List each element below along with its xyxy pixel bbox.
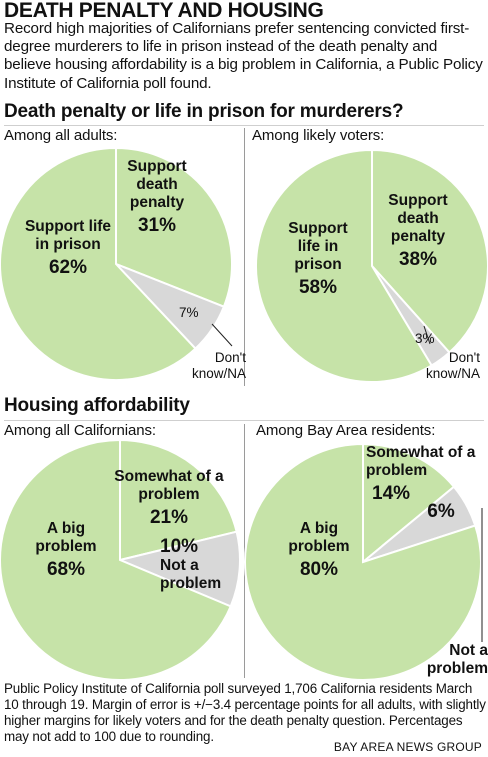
pie-slice-not-a-problem bbox=[116, 530, 241, 608]
pie-slice-support-life-in-prison bbox=[0, 146, 197, 381]
chart3-second-label: Somewhat of a problem 21% bbox=[114, 468, 224, 528]
pie-slice-a-big-problem bbox=[244, 442, 482, 681]
pie-slice-somewhat-of-a-problem bbox=[362, 442, 456, 565]
chart2-main-label: Support life in prison 58% bbox=[288, 220, 348, 298]
chart1-third-pct: 7% bbox=[179, 305, 199, 320]
chart2-third-label: Don't know/NA bbox=[425, 350, 480, 381]
chart3-third-label: 10% Not a problem bbox=[160, 536, 222, 592]
pie-chart-all-adults bbox=[0, 146, 233, 381]
chart1-second-label: Support death penalty 31% bbox=[127, 158, 187, 236]
section-title-death-penalty: Death penalty or life in prison for murd… bbox=[4, 101, 404, 122]
column-divider-top bbox=[244, 128, 245, 386]
chart2-third-pct: 3% bbox=[415, 331, 435, 346]
chart4-main-label: A big problem 80% bbox=[288, 520, 350, 580]
pie-slice-support-life-in-prison bbox=[255, 148, 433, 383]
chart2-title: Among likely voters: bbox=[252, 127, 385, 144]
chart4-third-label: Not a problem bbox=[426, 642, 488, 677]
pie-slice-support-death-penalty bbox=[371, 148, 488, 354]
chart3-main-label: A big problem 68% bbox=[35, 520, 97, 580]
section-divider-top bbox=[4, 125, 484, 126]
section-divider-bottom bbox=[4, 420, 484, 421]
pie-slice-a-big-problem bbox=[0, 438, 232, 681]
chart2-second-label: Support death penalty 38% bbox=[388, 192, 448, 270]
footer-note: Public Policy Institute of California po… bbox=[4, 681, 486, 744]
section-title-housing: Housing affordability bbox=[4, 395, 190, 416]
intro-text: Record high majorities of Californians p… bbox=[4, 20, 483, 92]
chart4-second-label: Somewhat of a problem 14% bbox=[366, 444, 476, 504]
pie-chart-all-californians bbox=[0, 438, 241, 681]
chart1-leader-line bbox=[211, 323, 233, 347]
chart1-main-label: Support life in prison 62% bbox=[24, 218, 112, 278]
pie-slice-support-death-penalty bbox=[115, 146, 233, 309]
source-credit: BAY AREA NEWS GROUP bbox=[333, 740, 482, 754]
chart3-title: Among all Californians: bbox=[4, 422, 156, 439]
page-title: DEATH PENALTY AND HOUSING bbox=[4, 0, 324, 22]
chart4-title: Among Bay Area residents: bbox=[256, 422, 436, 439]
pie-slice-somewhat-of-a-problem bbox=[119, 438, 238, 562]
chart1-title: Among all adults: bbox=[4, 127, 118, 144]
chart1-third-label: Don't know/NA bbox=[191, 350, 246, 381]
pie-chart-likely-voters bbox=[255, 148, 488, 383]
chart2-leader-line bbox=[423, 325, 431, 345]
chart4-third-pct: 6% bbox=[427, 501, 455, 522]
pie-chart-bay-area bbox=[244, 442, 483, 681]
